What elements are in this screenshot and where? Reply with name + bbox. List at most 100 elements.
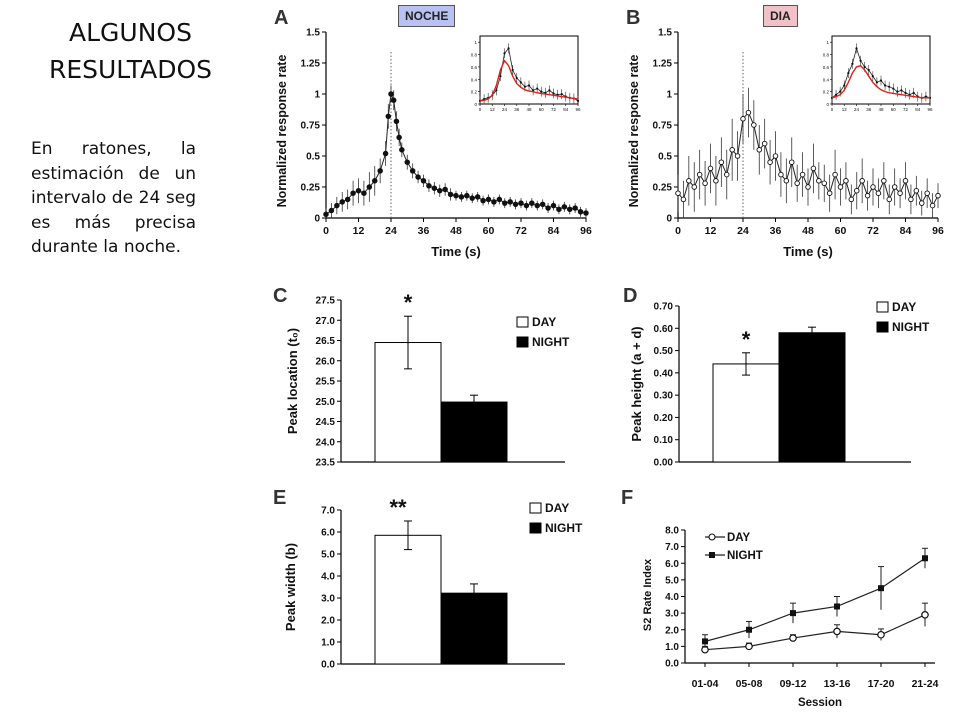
data-point [339, 199, 345, 205]
data-point [799, 171, 806, 178]
data-point [734, 153, 741, 159]
chart-panel-c: C 23.5 24.0 24.5 25.0 25.5 26.0 26.5 27.0 27.5 Pea… [273, 285, 570, 469]
x-tick-label: 12 [353, 225, 365, 237]
y-tick-label: 3.0 [665, 609, 679, 620]
inset-data-point [839, 90, 842, 93]
data-point [761, 140, 768, 147]
inset-y-tick-label: 0 [474, 102, 477, 107]
data-point [501, 200, 508, 206]
inset-fit-curve [831, 64, 930, 99]
data-point [891, 184, 898, 190]
legend-marker-night [709, 552, 715, 558]
y-tick-label: 2.0 [665, 625, 679, 636]
data-point [436, 187, 443, 194]
data-point [740, 116, 746, 122]
panel-letter: A [274, 7, 288, 29]
data-point [447, 191, 454, 198]
significance-marker: * [404, 290, 413, 315]
inset-x-tick-label: 72 [903, 107, 909, 112]
data-point [853, 187, 860, 194]
data-point [572, 205, 578, 211]
data-point [382, 150, 389, 157]
data-point-night [834, 603, 840, 610]
significance-marker: * [742, 327, 751, 352]
data-point [919, 200, 925, 206]
data-point [897, 190, 903, 196]
inset-x-tick-label: 48 [526, 107, 532, 112]
inset-y-tick-label: 0.6 [823, 65, 830, 70]
data-point [788, 159, 795, 165]
panel-letter: D [623, 285, 637, 307]
x-tick-label: 36 [770, 225, 782, 237]
y-tick-label: 24.5 [316, 417, 336, 428]
y-tick-label: 1 [666, 90, 672, 101]
x-tick-label: 05-08 [736, 678, 763, 690]
bar-day [374, 534, 442, 665]
data-point-day [833, 627, 841, 636]
inset-data-point [847, 71, 850, 75]
y-tick-label: 7.0 [321, 506, 335, 517]
data-point [545, 205, 551, 211]
y-axis-label: S2 Rate Index [642, 558, 654, 631]
inset-data-point [536, 87, 539, 90]
bar-day [712, 363, 780, 463]
data-point [696, 171, 703, 178]
y-tick-label: 8.0 [665, 526, 679, 537]
data-point [396, 134, 402, 141]
x-tick-label: 84 [900, 225, 912, 237]
data-point [751, 122, 757, 128]
inset-data-point [540, 90, 543, 93]
y-axis-label: Normalized response rate [275, 55, 289, 208]
inset-data-point [511, 68, 514, 72]
data-point [334, 202, 340, 209]
data-point [453, 192, 459, 199]
inset-data-point [503, 52, 506, 55]
x-tick-label: 72 [515, 225, 527, 237]
y-tick-label: 0 [666, 214, 672, 225]
data-point [929, 202, 936, 209]
y-axis-label: Normalized response rate [627, 55, 641, 208]
data-point [843, 178, 849, 184]
data-point [550, 202, 557, 209]
data-point [848, 196, 855, 203]
data-point [913, 187, 920, 194]
inset-y-tick-label: 0.4 [823, 77, 830, 82]
y-tick-label: 0.40 [654, 368, 674, 379]
y-tick-label: 4.0 [321, 572, 335, 583]
x-tick-label: 60 [835, 225, 847, 237]
inset-data-point [527, 84, 531, 87]
x-tick-label: 24 [737, 225, 749, 237]
inset-data-point [851, 62, 854, 65]
series-line-day [704, 614, 926, 651]
inset-data-point [495, 89, 498, 92]
x-tick-label: 13-16 [824, 678, 851, 690]
y-tick-label: 1.0 [321, 638, 335, 649]
data-point-day [877, 630, 885, 639]
y-tick-label: 1.5 [658, 28, 672, 39]
x-tick-label: 96 [580, 225, 592, 237]
x-tick-label: 17-20 [868, 678, 895, 690]
y-tick-label: 0.25 [653, 183, 673, 194]
inset-data-point [855, 47, 858, 50]
y-axis-label: Peak location (t₀) [285, 328, 300, 434]
series-line [325, 92, 587, 215]
y-tick-label: 0 [314, 214, 320, 225]
data-point [415, 174, 421, 180]
bar-night [440, 401, 508, 463]
data-point [404, 159, 410, 165]
data-point-night [790, 610, 796, 617]
data-point [474, 194, 481, 200]
x-tick-label: 01-04 [692, 678, 719, 690]
y-tick-label: 0.50 [654, 346, 674, 357]
x-tick-label: 84 [548, 225, 560, 237]
inset-x-tick-label: 12 [490, 107, 496, 112]
inset-fit-curve [479, 59, 579, 102]
data-point [355, 187, 362, 194]
data-point [385, 113, 392, 120]
panel-letter: E [273, 487, 286, 509]
y-tick-label: 5.0 [321, 550, 335, 561]
inset-x-tick-label: 12 [842, 107, 848, 112]
inset-x-tick-label: 24 [854, 107, 860, 112]
data-point [767, 159, 773, 165]
legend-label: DAY [727, 532, 751, 544]
